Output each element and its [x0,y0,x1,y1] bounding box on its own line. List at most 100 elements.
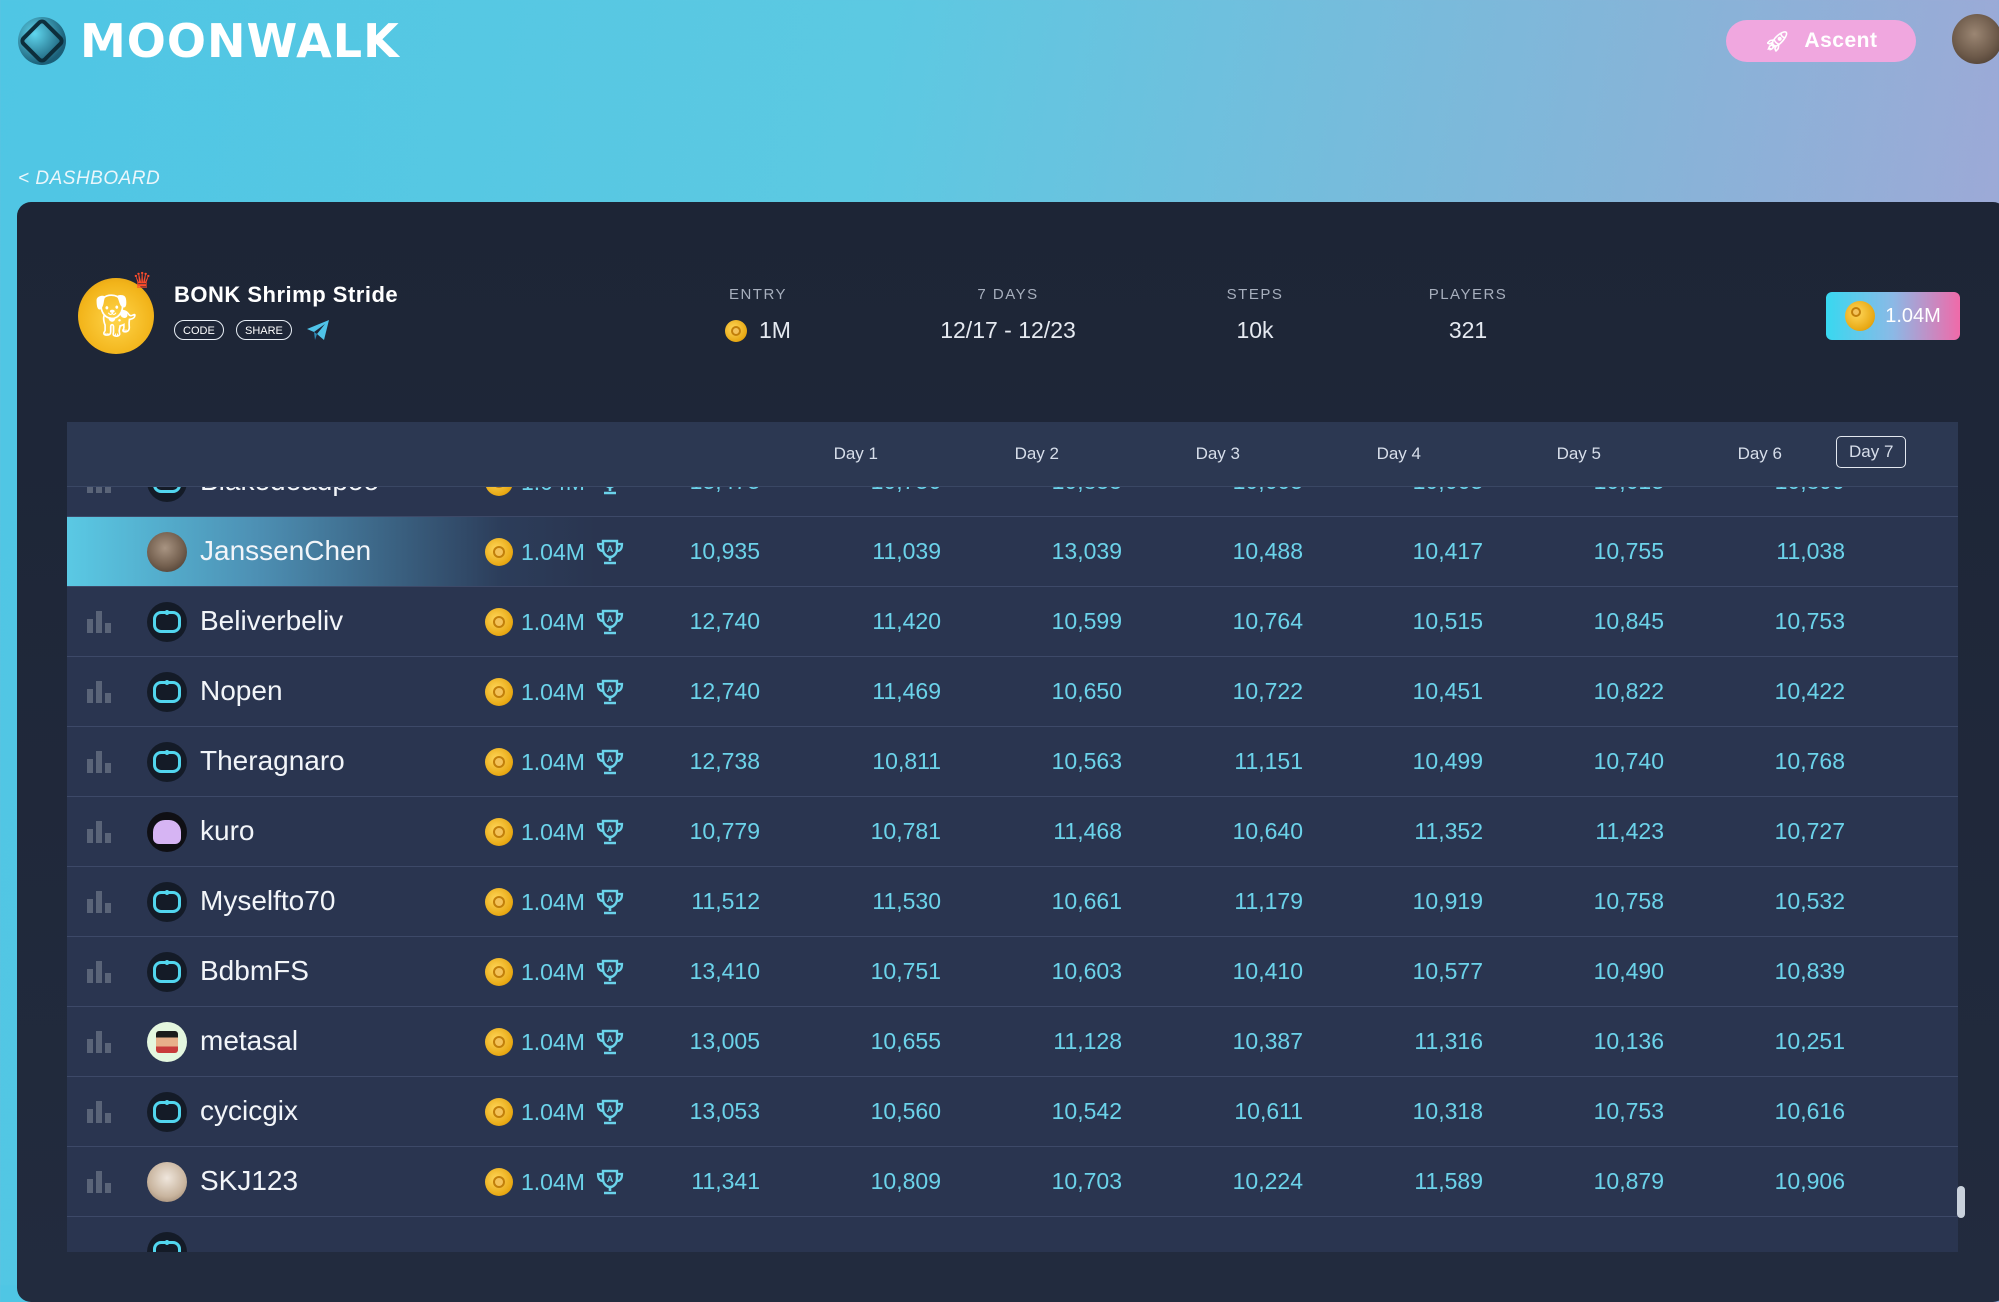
day-6-steps: 10,136 [1593,1028,1664,1054]
bonk-dog-icon: 🐕︎ ♛ [78,268,154,354]
table-row-partial[interactable] [67,1217,1958,1252]
svg-text:A: A [607,684,614,694]
rank-chart-icon[interactable] [87,1171,115,1193]
column-header-day-6[interactable]: Day 6 [1737,444,1782,463]
day-6-steps: 10,879 [1593,1168,1664,1194]
rank-chart-icon[interactable] [87,961,115,983]
day-3-steps: 10,542 [1051,1098,1122,1124]
stat-label: ENTRY [728,286,788,303]
day-6-steps: 10,845 [1593,608,1664,634]
day-1-steps: 13,410 [689,958,760,984]
rank-chart-icon[interactable] [87,1101,115,1123]
day-7-steps: 10,532 [1774,888,1845,914]
bonk-coin-icon [485,1098,513,1126]
rank-chart-icon[interactable] [87,891,115,913]
day-2-steps: 11,420 [872,608,941,634]
prize-value: 1.04M [521,748,585,775]
day-5-steps: 10,318 [1412,1098,1483,1124]
rank-chart-icon[interactable] [87,611,115,633]
code-button[interactable]: CODE [174,320,224,340]
day-5-steps: 10,499 [1412,748,1483,774]
stat-players: PLAYERS 321 [1398,286,1538,344]
column-header-day-5[interactable]: Day 5 [1556,444,1601,463]
day-4-steps: 10,722 [1232,678,1303,704]
top-bar: MOONWALK 🚀︎ Ascent [0,0,1999,80]
rank-chart-icon[interactable] [87,751,115,773]
user-avatar[interactable] [1952,14,1999,64]
day-3-steps: 10,661 [1051,888,1122,914]
day-1-steps: 12,740 [689,608,760,634]
day-5-steps: 10,451 [1412,678,1483,704]
scrollbar-thumb[interactable] [1957,1186,1965,1218]
player-avatar [147,532,187,572]
leaderboard-table[interactable]: Day 1 Day 2 Day 3 Day 4 Day 5 Day 6 Day … [67,422,1958,1252]
day-6-steps: 10,755 [1593,538,1664,564]
day-5-steps: 10,515 [1412,608,1483,634]
day-3-steps: 13,039 [1051,538,1122,564]
day-7-steps: 10,616 [1774,1098,1845,1124]
trophy-icon: A [596,1099,624,1125]
rank-chart-icon[interactable] [87,1031,115,1053]
player-avatar [147,742,187,782]
player-avatar [147,812,187,852]
bonk-coin-icon [485,538,513,566]
column-header-day-2[interactable]: Day 2 [1014,444,1059,463]
stat-label: 7 DAYS [977,286,1039,303]
day-6-steps: 10,753 [1593,1098,1664,1124]
ascent-button[interactable]: 🚀︎ Ascent [1726,20,1916,62]
svg-text:A: A [607,1034,614,1044]
stat-entry: ENTRY 1M [698,286,818,344]
column-header-day-3[interactable]: Day 3 [1195,444,1240,463]
back-to-dashboard-link[interactable]: < DASHBOARD [18,168,161,189]
stat-value: 10k [1236,317,1274,343]
table-row[interactable]: Myselfto70 1.04M A 11,512 11,530 10,661 11,179… [67,867,1958,937]
stat-value: 12/17 - 12/23 [940,317,1076,343]
table-row[interactable]: cycicgix 1.04M A 13,053 10,560 10,542 10,611 10… [67,1077,1958,1147]
trophy-icon: A [596,889,624,915]
day-7-steps: 10,422 [1774,678,1845,704]
day-4-steps: 10,224 [1232,1168,1303,1194]
event-header: 🐕︎ ♛ BONK Shrimp Stride CODE SHARE ENTRY… [78,268,1968,362]
table-row[interactable]: Nopen 1.04M A 12,740 11,469 10,650 10,722 10,45… [67,657,1958,727]
table-row-current-user[interactable]: JanssenChen 1.04M A 10,935 11,039 13,039 10,48… [67,517,1958,587]
day-2-steps: 11,039 [872,538,941,564]
app-logo[interactable]: MOONWALK [18,14,400,68]
table-row[interactable]: BdbmFS 1.04M A 13,410 10,751 10,603 10,410 10,5… [67,937,1958,1007]
day-7-steps: 11,038 [1776,538,1845,564]
column-header-day-7-selected[interactable]: Day 7 [1836,436,1907,468]
stat-value: 1M [759,317,791,343]
day-3-steps: 10,703 [1051,1168,1122,1194]
table-row[interactable]: kuro 1.04M A 10,779 10,781 11,468 10,640 11,352… [67,797,1958,867]
svg-text:A: A [607,824,614,834]
day-3-steps: 10,599 [1051,608,1122,634]
column-header-day-1[interactable]: Day 1 [833,444,878,463]
day-2-steps: 10,655 [870,1028,941,1054]
day-1-steps: 10,779 [689,818,760,844]
telegram-icon[interactable] [304,316,332,344]
player-avatar [147,882,187,922]
table-row[interactable]: metasal 1.04M A 13,005 10,655 11,128 10,387 11,… [67,1007,1958,1077]
bonk-coin-icon [485,818,513,846]
rocket-icon: 🚀︎ [1764,30,1791,53]
share-button[interactable]: SHARE [236,320,292,340]
column-header-day-4[interactable]: Day 4 [1376,444,1421,463]
player-prize: 1.04M A [485,677,625,707]
svg-text:A: A [607,754,614,764]
bonk-coin-icon [485,1028,513,1056]
player-prize: 1.04M A [485,607,625,637]
player-avatar [147,1232,187,1252]
prize-value: 1.04M [521,538,585,565]
table-row[interactable]: Theragnaro 1.04M A 12,738 10,811 10,563 11,151… [67,727,1958,797]
rank-chart-icon[interactable] [87,681,115,703]
player-avatar [147,952,187,992]
day-7-steps: 10,906 [1774,1168,1845,1194]
table-row[interactable]: SKJ123 1.04M A 11,341 10,809 10,703 10,224 11,5… [67,1147,1958,1217]
player-name: SKJ123 [200,1165,299,1196]
table-row[interactable]: Beliverbeliv 1.04M A 12,740 11,420 10,599 10,7… [67,587,1958,657]
player-name: kuro [200,815,255,846]
day-4-steps: 10,410 [1232,958,1303,984]
stat-duration: 7 DAYS 12/17 - 12/23 [918,286,1098,344]
rank-chart-icon[interactable] [87,821,115,843]
stat-steps: STEPS 10k [1195,286,1315,344]
day-3-steps: 11,128 [1053,1028,1122,1054]
